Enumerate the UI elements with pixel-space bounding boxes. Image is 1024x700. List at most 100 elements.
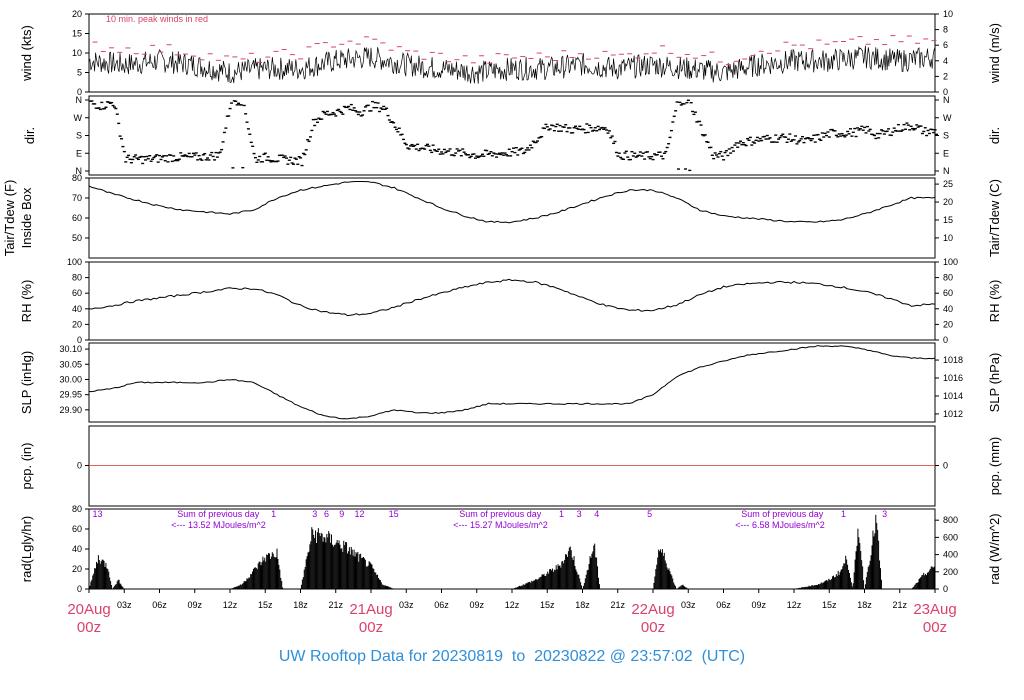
direction-right-tick-label: N	[943, 95, 950, 105]
temperature-left-axis-label: Tair/Tdew (F)	[2, 180, 17, 257]
temperature-right-tick-label: 10	[943, 233, 953, 243]
radiation-hour-mark: 5	[647, 509, 652, 519]
temperature-left-tick-label: 60	[72, 213, 82, 223]
radiation-right-tick-label: 0	[943, 584, 948, 594]
direction-panel-frame	[88, 95, 936, 176]
x-axis-hour-label: 12z	[223, 600, 238, 610]
x-axis-hour-label: 03z	[399, 600, 414, 610]
wind-left-axis-label: wind (kts)	[19, 25, 34, 82]
direction-right-tick-label: N	[943, 166, 950, 176]
wind-left-tick-label: 10	[72, 48, 82, 58]
chart-footer-title: UW Rooftop Data for 20230819 to 20230822…	[278, 648, 746, 665]
rh-right-tick-label: 60	[943, 288, 953, 298]
x-axis-hour-label: 18z	[293, 600, 308, 610]
direction-right-tick-label: E	[943, 148, 949, 158]
temperature-left-axis-label-2: Inside Box	[19, 187, 34, 248]
wind-right-tick-label: 10	[943, 9, 953, 19]
direction-right-tick-label: W	[943, 113, 952, 123]
radiation-left-axis-label: rad(Lgly/hr)	[19, 516, 34, 582]
wind-left-tick-label: 5	[77, 68, 82, 78]
pressure-right-tick-label: 1018	[943, 355, 963, 365]
radiation-sum-annotation-value: <--- 13.52 MJoules/m^2	[171, 520, 266, 530]
pressure-series-line	[88, 345, 936, 420]
temperature-left-tick-label: 50	[72, 233, 82, 243]
precipitation-left-tick-label: 0	[77, 461, 82, 471]
radiation-left-tick-label: 60	[72, 524, 82, 534]
rh-left-tick-label: 40	[72, 304, 82, 314]
radiation-sum-annotation-title: Sum of previous day	[459, 509, 542, 519]
radiation-left-tick-label: 80	[72, 504, 82, 514]
radiation-sum-annotation-title: Sum of previous day	[741, 509, 824, 519]
temperature-panel-frame	[88, 177, 936, 259]
direction-series	[89, 99, 938, 172]
wind-right-tick-label: 8	[943, 25, 948, 35]
wind-left-tick-label: 0	[77, 87, 82, 97]
wind-right-axis-label: wind (m/s)	[987, 23, 1002, 84]
radiation-sum-annotation-value: <--- 15.27 MJoules/m^2	[453, 520, 548, 530]
radiation-hour-mark: 4	[594, 509, 599, 519]
rh-left-tick-label: 100	[67, 257, 82, 267]
radiation-series	[89, 514, 936, 589]
rh-left-tick-label: 0	[77, 335, 82, 345]
direction-left-tick-label: N	[76, 166, 83, 176]
pressure-right-axis-label: SLP (hPa)	[987, 353, 1002, 413]
radiation-hour-mark: 1	[271, 509, 276, 519]
x-axis-hour-label: 21z	[328, 600, 343, 610]
pressure-left-tick-label: 30.10	[59, 344, 82, 354]
precipitation-left-axis-label: pcp. (in)	[19, 443, 34, 490]
x-axis-day-label: 22Aug	[631, 601, 674, 618]
x-axis-hour-label: 18z	[575, 600, 590, 610]
x-axis-hour-label: 09z	[751, 600, 766, 610]
rh-left-axis-label: RH (%)	[19, 280, 34, 323]
direction-left-axis-label: dir.	[22, 127, 37, 144]
wind-left-tick-label: 15	[72, 29, 82, 39]
radiation-hour-mark: 3	[312, 509, 317, 519]
direction-left-tick-label: N	[76, 95, 83, 105]
x-axis-day-label: 20Aug	[67, 601, 110, 618]
temperature-right-axis-label: Tair/Tdew (C)	[987, 179, 1002, 257]
x-axis-hour-label: 06z	[434, 600, 449, 610]
x-axis-day-time-label: 00z	[359, 619, 383, 636]
rh-right-tick-label: 80	[943, 273, 953, 283]
radiation-hour-mark: 3	[882, 509, 887, 519]
temperature-left-tick-label: 70	[72, 193, 82, 203]
radiation-hour-mark: 15	[389, 509, 399, 519]
wind-right-tick-label: 0	[943, 87, 948, 97]
pressure-left-tick-label: 29.95	[59, 390, 82, 400]
radiation-right-tick-label: 600	[943, 532, 958, 542]
rh-left-tick-label: 20	[72, 319, 82, 329]
pressure-left-tick-label: 30.00	[59, 374, 82, 384]
x-axis-hour-label: 21z	[892, 600, 907, 610]
rh-right-axis-label: RH (%)	[987, 280, 1002, 323]
x-axis-day-time-label: 00z	[923, 619, 947, 636]
direction-left-tick-label: W	[74, 113, 83, 123]
radiation-hour-mark: 12	[355, 509, 365, 519]
direction-right-tick-label: S	[943, 131, 949, 141]
radiation-right-tick-label: 800	[943, 515, 958, 525]
wind-right-tick-label: 2	[943, 71, 948, 81]
pressure-left-tick-label: 29.90	[59, 405, 82, 415]
x-axis-day-time-label: 00z	[77, 619, 101, 636]
direction-left-tick-label: S	[76, 131, 82, 141]
rh-left-tick-label: 80	[72, 273, 82, 283]
pressure-left-axis-label: SLP (inHg)	[19, 351, 34, 414]
direction-right-axis-label: dir.	[987, 127, 1002, 144]
x-axis-hour-label: 12z	[787, 600, 802, 610]
pressure-right-tick-label: 1016	[943, 373, 963, 383]
radiation-right-axis-label: rad (W/m^2)	[987, 513, 1002, 584]
x-axis-hour-label: 15z	[822, 600, 837, 610]
rh-right-tick-label: 20	[943, 319, 953, 329]
radiation-left-tick-label: 40	[72, 544, 82, 554]
temperature-series-line	[88, 181, 936, 224]
rh-right-tick-label: 0	[943, 335, 948, 345]
x-axis-hour-label: 03z	[681, 600, 696, 610]
temperature-right-tick-label: 25	[943, 179, 953, 189]
radiation-hour-mark: 13	[93, 509, 103, 519]
rh-panel-frame	[88, 261, 936, 341]
x-axis-hour-label: 15z	[540, 600, 555, 610]
rh-left-tick-label: 60	[72, 288, 82, 298]
radiation-left-tick-label: 0	[77, 584, 82, 594]
wind-series-line	[88, 45, 936, 84]
wind-panel-frame	[88, 13, 936, 93]
rh-right-tick-label: 100	[943, 257, 958, 267]
